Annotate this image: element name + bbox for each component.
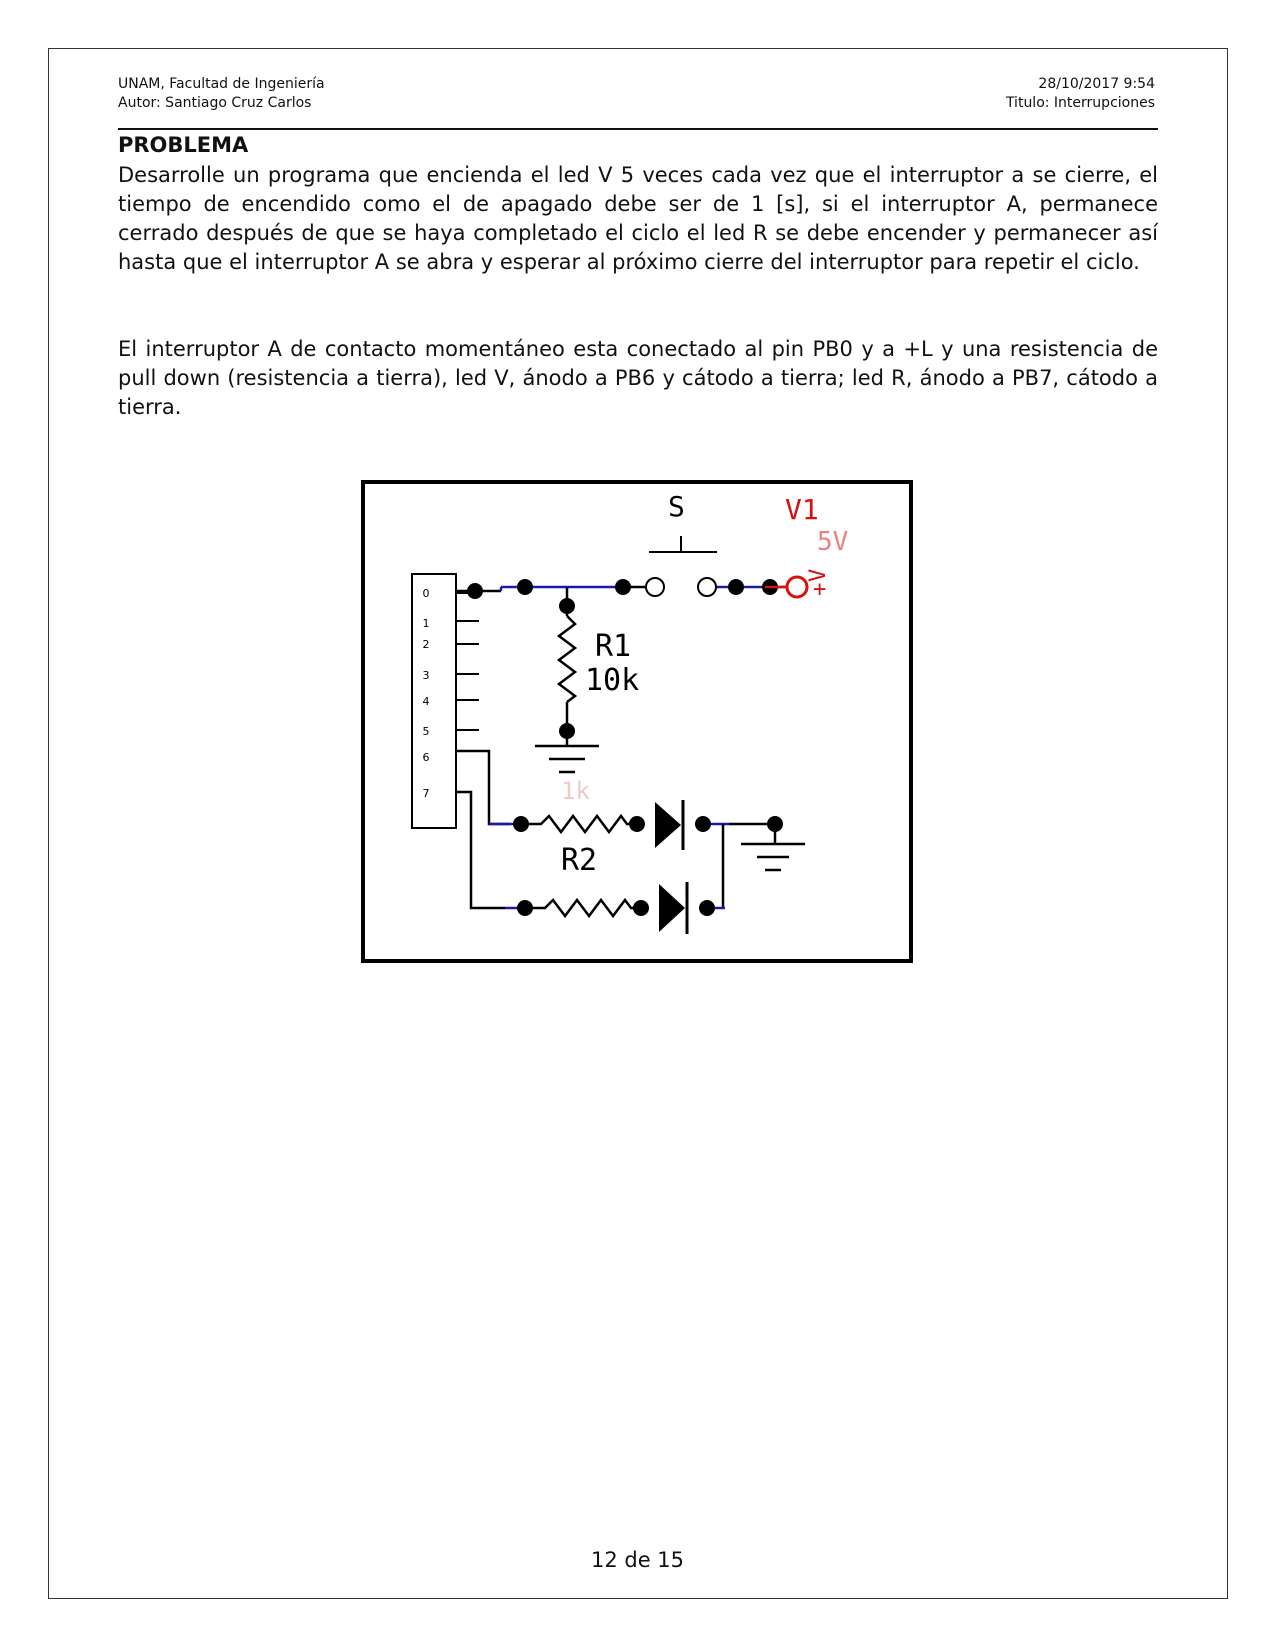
source-v: V <box>806 569 831 582</box>
main-ground-icon <box>741 824 805 872</box>
led-v-junction <box>695 816 711 832</box>
pin-label-3: 3 <box>423 669 430 682</box>
pin-stubs <box>456 592 479 731</box>
r1-value: 10k <box>585 663 639 698</box>
r2-label: R2 <box>561 843 597 878</box>
problem-paragraph-2: El interruptor A de contacto momentáneo … <box>118 337 1158 419</box>
rv-junction-right <box>629 816 645 832</box>
page-frame <box>48 48 1228 1599</box>
switch-s <box>645 536 717 597</box>
problem-paragraph-1: Desarrolle un programa que encienda el l… <box>118 163 1158 274</box>
header-author: Autor: Santiago Cruz Carlos <box>118 95 312 111</box>
rr-junction-right <box>633 900 649 916</box>
pin-label-7: 7 <box>423 787 430 800</box>
header-left: UNAM, Facultad de Ingeniería Autor: Sant… <box>118 75 325 113</box>
switch-label: S <box>668 490 685 523</box>
r1-ground-icon <box>535 731 599 774</box>
source-value: 5V <box>817 527 848 557</box>
source-plus: + <box>813 577 826 602</box>
port-connector <box>411 573 457 829</box>
header-institution: UNAM, Facultad de Ingeniería <box>118 76 325 92</box>
source-v1 <box>765 575 809 599</box>
pin-label-5: 5 <box>423 725 430 738</box>
rv-junction-left <box>513 816 529 832</box>
circuit-diagram: 0 1 2 3 4 5 6 7 <box>361 480 913 963</box>
header-title: Titulo: Interrupciones <box>1005 95 1155 111</box>
pin-label-6: 6 <box>423 751 430 764</box>
source-label: V1 <box>785 493 819 526</box>
pb6-wire <box>456 749 520 826</box>
pin-label-1: 1 <box>423 617 430 630</box>
top-junctions <box>467 579 778 614</box>
header-rule <box>118 128 1158 130</box>
r1-label: R1 <box>595 629 631 664</box>
pin-label-4: 4 <box>423 695 430 708</box>
pb7-wire <box>456 790 525 910</box>
pin-label-2: 2 <box>423 638 430 651</box>
ground-bus <box>711 822 775 908</box>
rr-junction-left <box>517 900 533 916</box>
header-datetime: 28/10/2017 9:54 <box>1038 76 1155 92</box>
section-title: PROBLEMA <box>118 133 249 157</box>
circuit-svg: 0 1 2 3 4 5 6 7 <box>411 490 848 934</box>
page-footer: 12 de 15 <box>590 1548 685 1572</box>
pin-labels: 0 1 2 3 4 5 6 7 <box>423 587 430 800</box>
header-right: 28/10/2017 9:54 Titulo: Interrupciones <box>1006 75 1155 113</box>
faint-value: 1k <box>561 777 590 805</box>
rr-resistor <box>533 897 639 919</box>
led-r-junction <box>699 900 715 916</box>
rv-resistor <box>529 813 635 835</box>
led-v-diode-icon <box>655 800 685 850</box>
pin-label-0: 0 <box>423 587 430 600</box>
led-r-diode-icon <box>659 882 689 934</box>
